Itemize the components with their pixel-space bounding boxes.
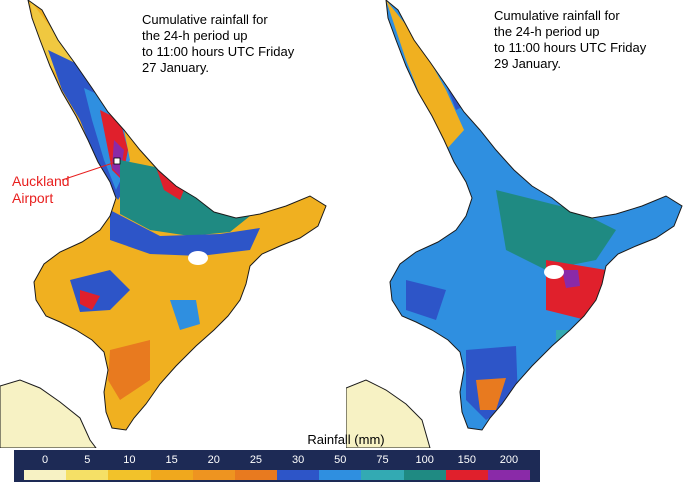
legend-swatch bbox=[445, 470, 488, 480]
legend-swatch bbox=[108, 470, 151, 480]
left-map-graphic bbox=[0, 0, 327, 448]
legend-swatch bbox=[150, 470, 193, 480]
legend-label: 15 bbox=[165, 454, 178, 466]
legend-label: 200 bbox=[499, 454, 519, 466]
legend-label: 5 bbox=[84, 454, 91, 466]
legend-label: 10 bbox=[123, 454, 136, 466]
caption-line: to 11:00 hours UTC Friday bbox=[494, 40, 647, 55]
left-map-caption: Cumulative rainfall for the 24-h period … bbox=[142, 12, 294, 76]
legend-swatch bbox=[24, 470, 67, 480]
caption-line: to 11:00 hours UTC Friday bbox=[142, 44, 295, 59]
legend-label: 25 bbox=[249, 454, 263, 466]
legend-label: 100 bbox=[415, 454, 434, 466]
legend-swatch bbox=[66, 470, 109, 480]
legend-swatch bbox=[403, 470, 446, 480]
legend-label: 20 bbox=[207, 454, 220, 466]
caption-line: 27 January. bbox=[142, 60, 209, 75]
legend-label: 75 bbox=[376, 454, 389, 466]
caption-line: the 24-h period up bbox=[494, 24, 600, 39]
legend-swatch bbox=[361, 470, 404, 480]
legend-label: 50 bbox=[334, 454, 347, 466]
auckland-airport-label-line2: Airport bbox=[12, 190, 54, 206]
right-rainfall-map: Cumulative rainfall for the 24-h period … bbox=[346, 0, 692, 448]
legend-swatch bbox=[277, 470, 320, 480]
caption-line: Cumulative rainfall for bbox=[494, 8, 620, 23]
caption-line: Cumulative rainfall for bbox=[142, 12, 268, 27]
right-map-caption: Cumulative rainfall for the 24-h period … bbox=[494, 8, 646, 72]
legend-swatch bbox=[192, 470, 235, 480]
legend-title: Rainfall (mm) bbox=[307, 432, 385, 447]
legend-label: 30 bbox=[291, 454, 305, 466]
caption-line: 29 January. bbox=[494, 56, 561, 71]
caption-line: the 24-h period up bbox=[142, 28, 248, 43]
legend-swatch bbox=[234, 470, 278, 480]
legend-swatch bbox=[319, 470, 362, 480]
right-map-graphic bbox=[346, 0, 683, 448]
legend-swatch bbox=[487, 470, 531, 480]
legend-swatches bbox=[24, 470, 531, 480]
legend-label: 0 bbox=[42, 454, 49, 466]
legend-label: 150 bbox=[457, 454, 476, 466]
legend-labels: 0 5 10 15 20 25 30 50 75 100 150 200 bbox=[24, 454, 530, 468]
auckland-airport-label: Auckland bbox=[12, 173, 70, 189]
left-rainfall-map: Cumulative rainfall for the 24-h period … bbox=[0, 0, 346, 448]
